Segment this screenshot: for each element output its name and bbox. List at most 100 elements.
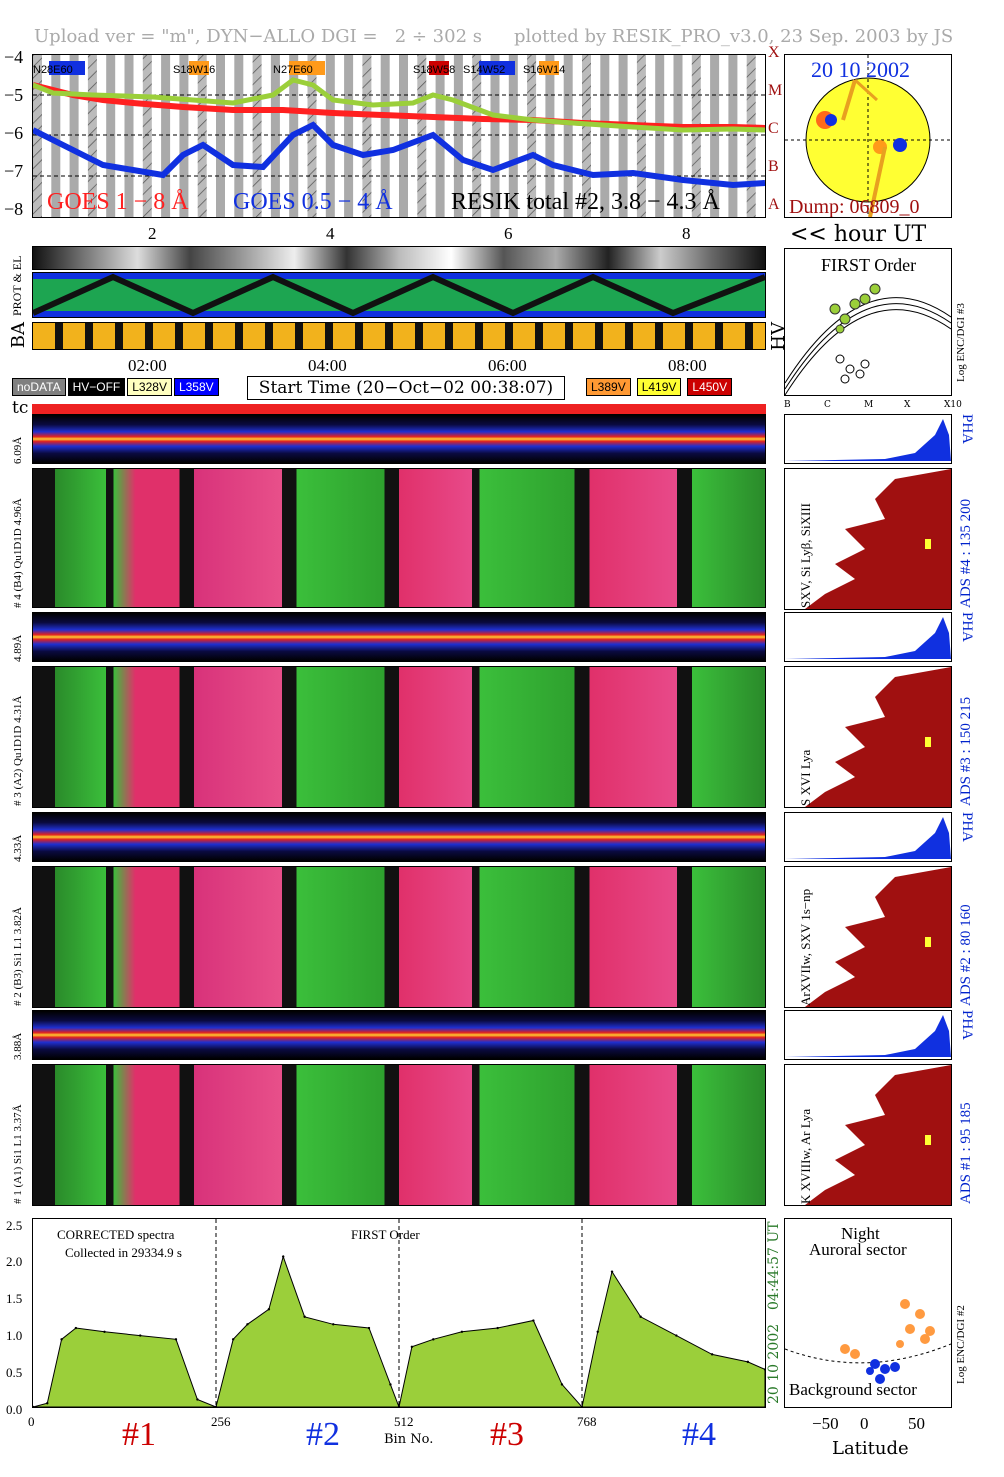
orbit-band [490,55,500,217]
auroral-x-tick: 50 [908,1414,925,1433]
legend-resik-total: RESIK total #2, 3.8 − 4.3 Å [451,189,721,215]
pha-histogram [784,812,952,862]
emission-line-label: S XVI Lya [798,749,813,806]
spectrum-xlabel: Bin No. [384,1432,434,1447]
sun-date: 20 10 2002 [811,57,910,82]
region-label: S18W58 [413,64,455,76]
auroral-xlabel: Latitude [832,1438,909,1459]
spectrum-area [32,1254,766,1409]
spectrogram [32,1064,766,1206]
spectrum-point [432,1338,435,1341]
auroral-ylabel: Log ENC/DGI #2 [955,1305,967,1384]
emission-line-label: ArXVIIw, SXV 1s−np [798,888,813,1006]
channel-label: # 3 (A2) Qu1D1D 4.31Å [12,695,24,806]
orbit-band [655,55,665,217]
orbit-band [545,55,555,217]
pha-wavelength-label: 3.88Å [12,1032,24,1060]
region-marker [429,61,449,75]
pha-tag: PHA [959,612,975,643]
channel-label: # 2 (B3) Si1 L1 3.82Å [12,907,24,1006]
time-tick: 06:00 [488,356,527,375]
orbit-band [380,55,390,217]
spectrum-point [332,1323,335,1326]
ads-label: ADS #2 : 80 160 [958,904,974,1006]
tag-l450v: L450V [687,378,733,396]
ads-histogram [784,468,952,610]
orbit-band [691,55,701,217]
plotted-by-header: plotted by RESIK_PRO_v3.0, 23 Sep. 2003 … [514,26,954,47]
auroral-x-tick: −50 [812,1414,839,1433]
start-time-box: Start Time (20−Oct−02 00:38:07) [247,376,565,400]
spectrum-y-tick: 2.0 [6,1254,23,1269]
goes-class-label: M [768,82,783,99]
goes-y-tick: −8 [4,199,24,219]
pha-strip [32,612,766,662]
spectrum-y-tick: 1.0 [6,1328,23,1343]
spectrum-point [103,1330,106,1333]
orbit-band [87,55,97,217]
bin-label-4: #4 [682,1416,716,1453]
spectrum-x-tick: 256 [211,1414,231,1429]
channel-label: # 4 (B4) Qu1D1D 4.96Å [12,498,24,608]
tag-l419v: L419V [636,378,682,396]
orbit-band [636,55,646,217]
region-marker [49,61,85,75]
hv-legend-left: noDATA HV−OFF L328V L358V [12,378,219,396]
spectrum-point [610,1270,614,1273]
upload-header: Upload ver = "m", DYN−ALLO DGI = 2 ÷ 302… [34,26,482,47]
spectrum-point [367,1326,371,1330]
orbit-band [746,55,756,217]
spectrum-panel: CORRECTED spectra Collected in 29334.9 s… [31,1218,767,1409]
orbit-band [69,55,79,217]
region-marker [189,61,209,75]
orbit-band [179,55,189,217]
goes-05-4-curve [33,121,765,189]
pha-histogram [784,1010,952,1060]
legend-goes-05-4: GOES 0.5 − 4 Å [233,189,393,215]
goes-y-tick: −5 [4,85,24,105]
spectrum-y-tick: 0.0 [6,1402,23,1417]
goes-y-tick: −4 [4,47,24,67]
first-order-x-tick: B [784,400,791,410]
region-label: N28E60 [33,64,73,76]
spectrum-point [31,1405,35,1409]
spectrum-point [303,1315,306,1318]
first-order-scatter: FIRST Order [784,255,952,396]
first-order-ylabel: Log ENC/DGI #3 [955,303,967,382]
orbit-band [673,55,683,217]
region-label: S14W52 [463,64,505,76]
orbit-band [270,55,280,217]
prot-el-strip [32,272,766,318]
pha-tag: PHA [959,414,975,445]
orbit-band [51,55,61,217]
spectrum-point [46,1402,49,1405]
prot-el-trace [33,273,765,317]
pha-wavelength-label: 6.09Å [12,436,24,464]
spectrum-plot: CORRECTED spectra Collected in 29334.9 s… [31,1219,767,1409]
ads-label: ADS #4 : 135 200 [958,498,974,608]
pha-histogram [784,612,952,662]
orbit-band [106,55,116,217]
ads-label: ADS #1 : 95 185 [958,1102,974,1204]
orbit-band [453,55,463,217]
orbit-band [307,55,317,217]
orbit-band [710,55,720,217]
time-tick: 08:00 [668,356,707,375]
goes-class-label: X [768,44,780,61]
spectrum-y-tick: 0.5 [6,1365,23,1380]
orbit-band [344,55,354,217]
pha-wavelength-label: 4.89Å [12,634,24,662]
region-marker [289,61,325,75]
goes-x-tick: 2 [148,224,157,243]
pha-tag: PHA [959,812,975,843]
goes-lightcurve-panel: N28E60 S18W16 N27E60 S18W58 S14W52 S16W14 GOE… [32,54,766,218]
ads-label: ADS #3 : 150 215 [958,696,974,806]
spectrum-point [389,1383,392,1386]
orbit-band [325,55,335,217]
orbit-band [618,55,628,217]
goes-x-tick: 4 [326,224,335,243]
region-label: S18W16 [173,64,215,76]
emission-line-label: K XVIIIw, Ar Lya [798,1108,813,1204]
region-marker [479,61,515,75]
spectrum-point [560,1383,564,1386]
